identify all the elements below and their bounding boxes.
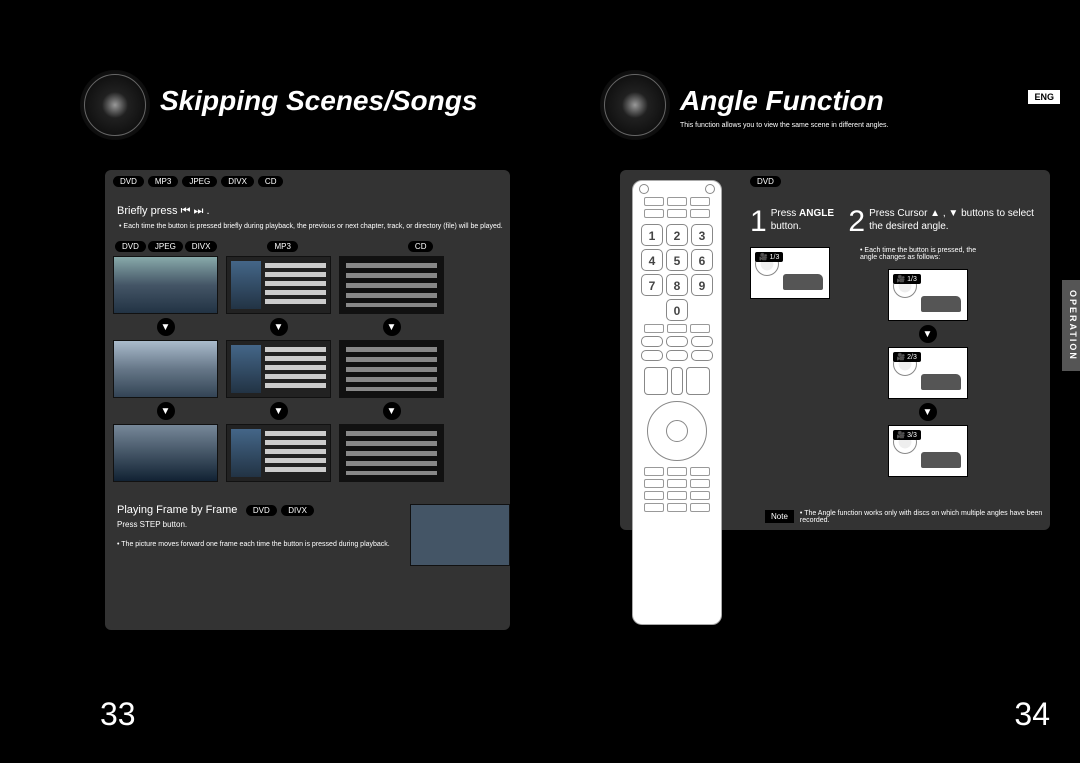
page-title: Skipping Scenes/Songs <box>160 85 477 117</box>
remote-control: 123 456 789 0 <box>632 180 722 625</box>
col-hdr-2: MP3 <box>267 241 297 252</box>
subtitle: This function allows you to view the sam… <box>680 122 888 129</box>
step-1-number: 1 <box>750 207 767 237</box>
cd-thumb-1 <box>339 256 444 314</box>
format-pills: DVD MP3 JPEG DIVX CD <box>113 176 510 187</box>
down-icon: ▼ <box>157 318 175 336</box>
angle-thumb-2: 🎥 2/3 <box>888 347 968 399</box>
note-row: Note • The Angle function works only wit… <box>765 510 1050 524</box>
briefly-note: • Each time the button is pressed briefl… <box>119 222 510 231</box>
pill-dvd: DVD <box>113 176 144 187</box>
down-icon: ▼ <box>270 318 288 336</box>
speaker-graphic <box>600 70 670 140</box>
down-icon: ▼ <box>157 402 175 420</box>
angle-badge: 🎥 1/3 <box>755 252 783 262</box>
angle-badge-2: 🎥 2/3 <box>893 352 921 362</box>
page-number: 34 <box>1014 696 1050 733</box>
key-8[interactable]: 8 <box>666 274 688 296</box>
step2-note: • Each time the button is pressed, the a… <box>860 247 980 477</box>
page-title: Angle Function <box>680 85 884 117</box>
steps-row: 1 Press ANGLE button. 2 Press Cursor ▲ ,… <box>750 207 1050 237</box>
down-icon: ▼ <box>919 325 937 343</box>
dvd-thumb-2 <box>113 340 218 398</box>
step-2-number: 2 <box>848 207 865 237</box>
angle-thumb-1: 🎥 1/3 <box>888 269 968 321</box>
fbf-note: • The picture moves forward one frame ea… <box>117 541 390 548</box>
lang-badge: ENG <box>1028 90 1060 104</box>
key-2[interactable]: 2 <box>666 224 688 246</box>
key-7[interactable]: 7 <box>641 274 663 296</box>
thumbnails-row: ▼ ▼ ▼ ▼ ▼ ▼ <box>113 256 510 482</box>
note-text-inner: The Angle function works only with discs… <box>800 510 1042 524</box>
col-hdr-1b: JPEG <box>148 241 183 252</box>
key-6[interactable]: 6 <box>691 249 713 271</box>
key-1[interactable]: 1 <box>641 224 663 246</box>
cd-thumb-3 <box>339 424 444 482</box>
page-number: 33 <box>100 696 136 733</box>
dvd-thumb-3 <box>113 424 218 482</box>
down-icon: ▼ <box>919 403 937 421</box>
operation-tab: OPERATION <box>1062 280 1080 371</box>
fbf-pill-dvd: DVD <box>246 505 277 516</box>
key-9[interactable]: 9 <box>691 274 713 296</box>
pill-mp3: MP3 <box>148 176 178 187</box>
pill-cd: CD <box>258 176 284 187</box>
step-2-text: Press Cursor ▲ , ▼ buttons to select the… <box>869 207 1050 233</box>
briefly-press-header: Briefly press ⏮ ⏭ . <box>117 205 510 218</box>
mp3-thumb-1 <box>226 256 331 314</box>
angle-badge-1: 🎥 1/3 <box>893 274 921 284</box>
format-pills: DVD <box>750 176 1050 187</box>
speaker-graphic <box>80 70 150 140</box>
pill-jpeg: JPEG <box>182 176 217 187</box>
col-hdr-3: CD <box>408 241 434 252</box>
fbf-pill-divx: DIVX <box>281 505 314 516</box>
fbf-title: Playing Frame by Frame <box>117 504 237 516</box>
content-box: DVD MP3 JPEG DIVX CD Briefly press ⏮ ⏭ .… <box>105 170 510 630</box>
dvd-thumb-1 <box>113 256 218 314</box>
dpad[interactable] <box>647 401 707 461</box>
key-0[interactable]: 0 <box>666 299 688 321</box>
key-4[interactable]: 4 <box>641 249 663 271</box>
pill-dvd: DVD <box>750 176 781 187</box>
fbf-sub: Press STEP button. <box>117 520 390 529</box>
briefly-note-text: Each time the button is pressed briefly … <box>123 223 502 230</box>
mp3-thumb-2 <box>226 340 331 398</box>
key-5[interactable]: 5 <box>666 249 688 271</box>
pill-divx: DIVX <box>221 176 254 187</box>
angle-badge-3: 🎥 3/3 <box>893 430 921 440</box>
down-icon: ▼ <box>270 402 288 420</box>
down-icon: ▼ <box>383 318 401 336</box>
note-label: Note <box>765 510 794 523</box>
cd-thumb-2 <box>339 340 444 398</box>
angle-thumb-3: 🎥 3/3 <box>888 425 968 477</box>
col-hdr-1a: DVD <box>115 241 146 252</box>
step2-note-text: Each time the button is pressed, the ang… <box>860 247 976 261</box>
key-3[interactable]: 3 <box>691 224 713 246</box>
step-1-text: Press ANGLE button. <box>771 207 839 233</box>
note-text: • The Angle function works only with dis… <box>800 510 1050 524</box>
fbf-thumb <box>410 504 510 566</box>
mp3-thumb-3 <box>226 424 331 482</box>
down-icon: ▼ <box>383 402 401 420</box>
col-hdr-1c: DIVX <box>185 241 218 252</box>
fbf-note-text: The picture moves forward one frame each… <box>121 541 389 548</box>
angle-thumb-main: 🎥 1/3 <box>750 247 830 299</box>
